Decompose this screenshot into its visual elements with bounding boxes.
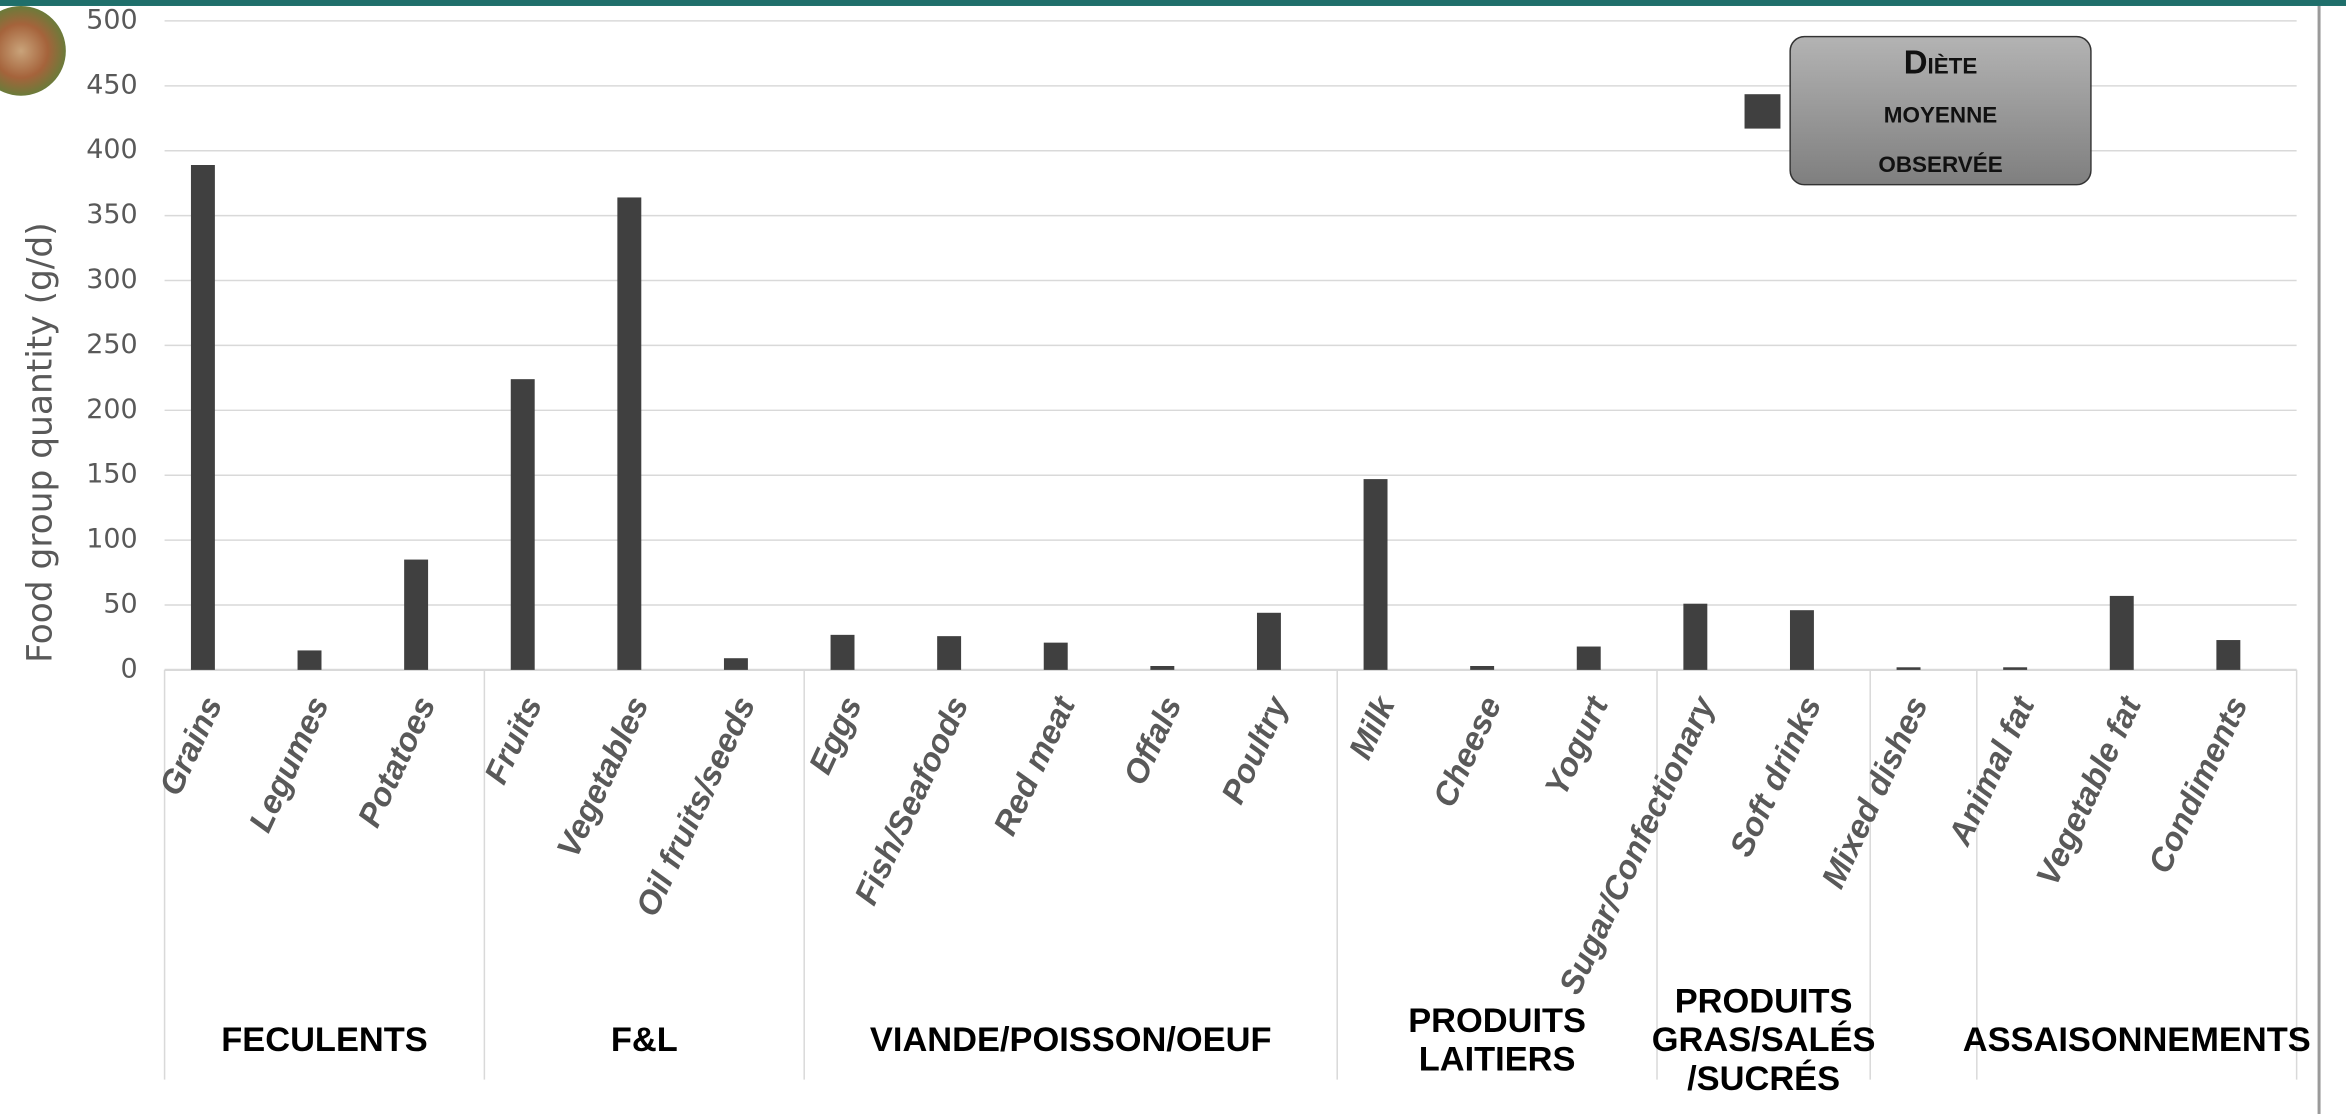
x-tick-label: Legumes xyxy=(241,691,336,837)
group-label-box: ASSAISONNEMENTS xyxy=(1963,979,2311,1102)
x-tick-label: Red meat xyxy=(986,689,1083,841)
y-tick-label: 300 xyxy=(86,264,137,295)
food-icon xyxy=(0,5,66,96)
bar xyxy=(1683,603,1708,670)
y-tick-label: 400 xyxy=(86,134,137,165)
bar xyxy=(2109,595,2134,670)
bar xyxy=(1363,479,1388,670)
bar xyxy=(1256,612,1281,670)
bar xyxy=(830,634,855,670)
bar xyxy=(297,650,322,670)
x-tick-label: Vegetables xyxy=(549,691,655,863)
bar xyxy=(617,197,642,670)
x-tick-label: Fish/Seafoods xyxy=(847,691,976,910)
x-tick-label: Cheese xyxy=(1425,691,1508,813)
group-label-box: FECULENTS xyxy=(165,979,485,1102)
y-tick-label: 0 xyxy=(121,653,138,684)
legend-swatch xyxy=(1744,94,1781,129)
x-tick-label: Yogurt xyxy=(1537,689,1616,801)
bar xyxy=(723,658,748,670)
bar xyxy=(1150,666,1175,670)
bar xyxy=(937,636,962,670)
y-tick-label: 350 xyxy=(86,199,137,230)
bar xyxy=(404,559,429,670)
y-tick-label: 50 xyxy=(103,589,137,620)
y-tick-label: 100 xyxy=(86,524,137,555)
bar xyxy=(1043,642,1068,670)
y-tick-label: 200 xyxy=(86,394,137,425)
bar xyxy=(1470,666,1495,670)
group-label-box: PRODUITS GRAS/SALÉS /SUCRÉS xyxy=(1652,979,1876,1102)
bar xyxy=(510,379,535,670)
legend-label: Diète moyenne observée xyxy=(1878,42,2003,179)
x-tick-label: Animal fat xyxy=(1940,689,2042,851)
group-label: VIANDE/POISSON/OEUF xyxy=(869,1019,1272,1059)
y-tick-label: 150 xyxy=(86,459,137,490)
x-tick-label: Condiments xyxy=(2141,691,2255,879)
x-tick-label: Poultry xyxy=(1214,689,1296,809)
x-tick-label: Vegetable fat xyxy=(2028,689,2148,891)
y-axis-title: Food group quantity (g/d) xyxy=(20,222,60,662)
x-tick-label: Offals xyxy=(1116,691,1189,791)
x-tick-label: Milk xyxy=(1341,689,1402,764)
group-label: PRODUITS LAITIERS xyxy=(1408,1000,1587,1079)
group-label: PRODUITS GRAS/SALÉS /SUCRÉS xyxy=(1651,981,1876,1098)
x-tick-label: Potatoes xyxy=(350,691,442,832)
bar xyxy=(1896,667,1921,670)
x-tick-label: Soft drinks xyxy=(1722,691,1828,862)
bar xyxy=(1789,610,1814,670)
group-label-box: F&L xyxy=(484,979,804,1102)
bar xyxy=(2216,640,2241,670)
y-tick-label: 500 xyxy=(86,4,137,35)
group-label-box xyxy=(1870,979,1977,1102)
group-label-box: VIANDE/POISSON/OEUF xyxy=(804,979,1337,1102)
bar xyxy=(1576,646,1601,670)
legend-box: Diète moyenne observée xyxy=(1789,35,2092,186)
group-label: ASSAISONNEMENTS xyxy=(1962,1019,2311,1059)
x-tick-label: Fruits xyxy=(477,691,549,789)
group-label: FECULENTS xyxy=(221,1019,428,1059)
x-tick-label: Mixed dishes xyxy=(1814,691,1935,894)
group-label-box: PRODUITS LAITIERS xyxy=(1337,979,1657,1102)
x-tick-label: Grains xyxy=(152,691,230,801)
x-tick-label: Eggs xyxy=(801,691,869,779)
y-tick-label: 250 xyxy=(86,329,137,360)
group-label: F&L xyxy=(610,1019,678,1059)
x-tick-label: Oil fruits/seeds xyxy=(628,691,762,922)
top-band xyxy=(0,0,2346,6)
bar xyxy=(2003,667,2028,670)
y-tick-label: 450 xyxy=(86,69,137,100)
bar xyxy=(190,165,215,670)
